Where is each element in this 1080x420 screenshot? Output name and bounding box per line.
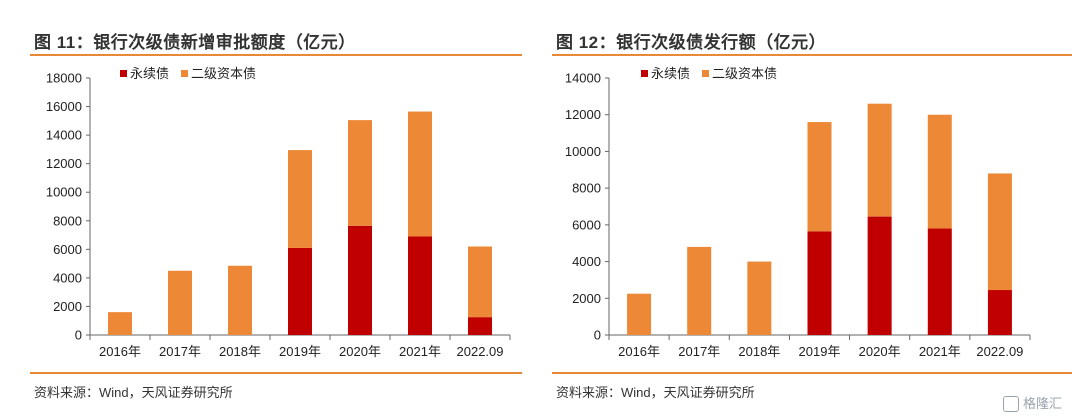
title-divider: [552, 54, 1072, 56]
x-tick-label: 2022.09: [457, 344, 504, 359]
y-tick-label: 6000: [53, 242, 82, 257]
x-tick-label: 2017年: [159, 344, 201, 359]
chart-panel-12: 图 12：银行次级债发行额（亿元） 0 2000 4000 6000 8000 10000…: [540, 0, 1080, 420]
chart-panel-11: 图 11：银行次级债新增审批额度（亿元） 0 2000 4000 6000 8000 10…: [30, 33, 522, 400]
bar-tier2: [807, 122, 832, 232]
bar-tier2: [408, 111, 432, 237]
watermark-text: 格隆汇: [1023, 396, 1063, 411]
legend-label: 永续债: [130, 66, 169, 81]
bar-tier2: [348, 120, 372, 226]
x-tick-label: 2016年: [99, 344, 141, 359]
bar-perpetual: [288, 247, 312, 335]
bar-tier2: [747, 261, 772, 335]
bar-tier2: [288, 150, 312, 248]
bar-perpetual: [927, 228, 952, 335]
legend-label: 二级资本债: [191, 66, 256, 81]
bar-perpetual: [987, 290, 1012, 335]
bar-tier2: [927, 114, 952, 229]
x-tick-label: 2022.09: [976, 344, 1023, 359]
y-tick-label: 8000: [53, 213, 82, 228]
x-tick-label: 2019年: [279, 344, 321, 359]
x-tick-label: 2021年: [919, 344, 961, 359]
x-tick-label: 2020年: [339, 344, 381, 359]
chart-title: 图 12：银行次级债发行额（亿元）: [556, 33, 827, 52]
legend-swatch: [120, 70, 127, 77]
bar-tier2: [687, 246, 712, 335]
bar-perpetual: [807, 231, 832, 335]
bar-tier2: [867, 103, 892, 217]
bar-perpetual: [348, 225, 372, 335]
legend-swatch: [641, 70, 648, 77]
logo-icon: [1003, 395, 1019, 412]
y-tick-label: 18000: [46, 71, 82, 86]
x-tick-label: 2021年: [399, 344, 441, 359]
watermark-logo: 格隆汇: [1003, 393, 1077, 417]
y-tick-label: 14000: [46, 128, 82, 143]
y-tick-label: 10000: [46, 185, 82, 200]
bar-tier2: [468, 246, 492, 318]
y-tick-label: 2000: [572, 291, 601, 306]
legend-swatch: [702, 70, 709, 77]
x-tick-label: 2020年: [859, 344, 901, 359]
source-divider: [552, 372, 1072, 374]
y-tick-label: 0: [594, 328, 601, 343]
bar-tier2: [228, 265, 252, 335]
y-tick-label: 14000: [565, 71, 601, 86]
y-tick-label: 12000: [565, 107, 601, 122]
bar-perpetual: [408, 236, 432, 335]
stacked-bar-chart-approvals: 0 2000 4000 6000 8000 10000 12000 14000 16000 180…: [46, 66, 511, 359]
y-tick-label: 4000: [572, 254, 601, 269]
y-tick-label: 0: [75, 328, 82, 343]
legend-label: 永续债: [651, 66, 690, 81]
y-tick-label: 4000: [53, 270, 82, 285]
bar-tier2: [987, 173, 1012, 291]
bar-perpetual: [468, 317, 492, 335]
bar-tier2: [108, 312, 132, 335]
source-divider: [30, 372, 522, 374]
x-tick-label: 2016年: [618, 344, 660, 359]
y-tick-label: 8000: [572, 181, 601, 196]
y-tick-label: 12000: [46, 156, 82, 171]
source-note: 资料来源：Wind，天风证券研究所: [34, 385, 233, 400]
source-note: 资料来源：Wind，天风证券研究所: [556, 385, 755, 400]
x-tick-label: 2017年: [678, 344, 720, 359]
y-tick-label: 6000: [572, 217, 601, 232]
bar-tier2: [627, 293, 652, 335]
bar-tier2: [168, 270, 192, 335]
legend-swatch: [181, 70, 188, 77]
legend-label: 二级资本债: [712, 66, 777, 81]
y-tick-label: 10000: [565, 144, 601, 159]
x-tick-label: 2018年: [219, 344, 261, 359]
y-tick-label: 16000: [46, 99, 82, 114]
title-divider: [30, 54, 522, 56]
x-tick-label: 2019年: [799, 344, 841, 359]
bar-perpetual: [867, 216, 892, 335]
stacked-bar-chart-issuance: 0 2000 4000 6000 8000 10000 12000 14000 2016年 201…: [565, 66, 1031, 359]
chart-title: 图 11：银行次级债新增审批额度（亿元）: [34, 33, 356, 52]
x-tick-label: 2018年: [738, 344, 780, 359]
y-tick-label: 2000: [53, 299, 82, 314]
